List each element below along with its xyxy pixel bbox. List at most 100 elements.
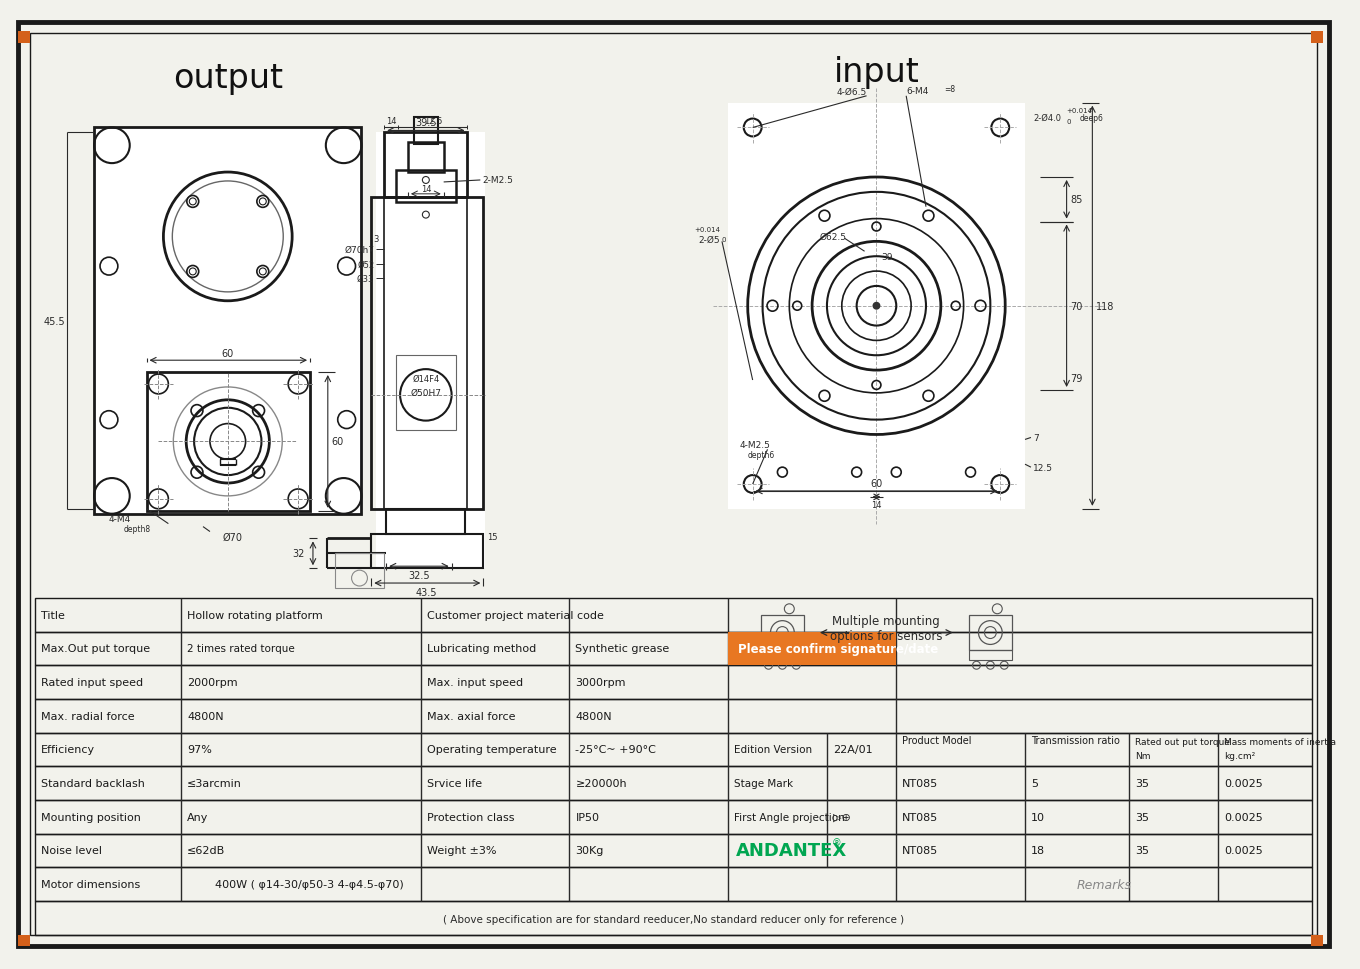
Text: 85: 85 [1070, 195, 1083, 204]
Text: Motor dimensions: Motor dimensions [41, 879, 140, 890]
Text: Max.Out put torque: Max.Out put torque [41, 643, 150, 654]
Text: 60: 60 [332, 437, 344, 447]
Text: 3000rpm: 3000rpm [575, 677, 626, 687]
Text: 22A/01: 22A/01 [832, 744, 873, 755]
Text: NT085: NT085 [902, 812, 938, 822]
Text: 14: 14 [386, 117, 396, 126]
Bar [335, 553, 385, 588]
Bar [760, 651, 804, 661]
Text: 4800N: 4800N [188, 711, 224, 721]
Text: 2-M2.5: 2-M2.5 [483, 176, 513, 185]
Bar [34, 632, 1312, 666]
Text: Ø70: Ø70 [223, 532, 242, 542]
Bar [371, 534, 483, 569]
Text: 43.5: 43.5 [415, 587, 437, 597]
Text: First Angle projection: First Angle projection [734, 812, 845, 822]
Text: Ø33: Ø33 [356, 274, 374, 283]
Text: Customer project material code: Customer project material code [427, 610, 604, 620]
Text: Ø50H7: Ø50H7 [411, 388, 442, 397]
Text: input: input [834, 55, 919, 88]
Text: 35: 35 [1136, 812, 1149, 822]
Text: 14: 14 [872, 501, 881, 510]
Text: depth8: depth8 [124, 524, 151, 534]
Bar [1311, 32, 1323, 45]
Text: +0.014: +0.014 [1066, 108, 1092, 113]
Text: Ø52: Ø52 [358, 261, 374, 269]
Text: NT085: NT085 [902, 778, 938, 788]
FancyBboxPatch shape [745, 437, 1008, 507]
Text: NT085: NT085 [902, 846, 938, 856]
Text: Product Model: Product Model [902, 735, 971, 745]
Bar [408, 143, 443, 172]
Bar [18, 935, 30, 947]
Bar [147, 373, 310, 512]
Text: ®: ® [832, 837, 842, 848]
Text: Operating temperature: Operating temperature [427, 744, 556, 755]
Bar [34, 901, 1312, 935]
Bar [377, 134, 486, 569]
FancyBboxPatch shape [713, 89, 1040, 524]
Text: 0: 0 [1066, 118, 1072, 124]
Text: 14: 14 [420, 185, 431, 194]
Text: 60: 60 [870, 479, 883, 488]
Text: 0.0025: 0.0025 [1224, 846, 1263, 856]
Text: Efficiency: Efficiency [41, 744, 95, 755]
Text: -25°C~ +90°C: -25°C~ +90°C [575, 744, 657, 755]
Text: ANDANTEX: ANDANTEX [736, 841, 847, 860]
Text: 12.5: 12.5 [423, 117, 442, 126]
Text: ≤62dB: ≤62dB [188, 846, 226, 856]
Bar [34, 766, 1312, 800]
Bar [968, 615, 1012, 651]
Text: 2000rpm: 2000rpm [188, 677, 238, 687]
Text: 2-Ø4.0: 2-Ø4.0 [1034, 114, 1061, 123]
Text: Rated out put torque: Rated out put torque [1136, 737, 1229, 746]
Text: 15: 15 [487, 532, 498, 542]
Bar [968, 651, 1012, 661]
Bar [34, 833, 1312, 867]
Bar [94, 128, 362, 515]
Text: 30Kg: 30Kg [575, 846, 604, 856]
Text: 35: 35 [1136, 778, 1149, 788]
Text: Weight ±3%: Weight ±3% [427, 846, 496, 856]
Bar [396, 356, 456, 430]
Text: 10: 10 [1031, 812, 1044, 822]
Text: Lubricating method: Lubricating method [427, 643, 536, 654]
Bar [728, 632, 896, 666]
Text: 118: 118 [1096, 301, 1115, 311]
Bar [18, 32, 30, 45]
Text: 0.0025: 0.0025 [1224, 778, 1263, 788]
Text: 3: 3 [373, 234, 378, 243]
Text: Max. input speed: Max. input speed [427, 677, 524, 687]
Text: +0.014: +0.014 [694, 228, 719, 234]
Bar [34, 800, 1312, 833]
Text: Title: Title [41, 610, 64, 620]
Text: Remarks: Remarks [1077, 878, 1132, 891]
Text: Nm: Nm [1136, 751, 1151, 760]
Text: 79: 79 [1070, 374, 1083, 384]
Text: 45.5: 45.5 [44, 316, 65, 327]
Text: depth6: depth6 [748, 451, 775, 459]
Text: 35: 35 [1136, 846, 1149, 856]
Text: IP50: IP50 [575, 812, 600, 822]
Text: Standard backlash: Standard backlash [41, 778, 144, 788]
Text: 4800N: 4800N [575, 711, 612, 721]
Text: Multiple mounting
options for sensors: Multiple mounting options for sensors [830, 614, 942, 641]
Bar [385, 134, 468, 198]
Text: =8: =8 [944, 85, 955, 94]
Bar [34, 666, 1312, 700]
Text: Rated input speed: Rated input speed [41, 677, 143, 687]
Text: 0: 0 [722, 237, 726, 243]
Text: 5: 5 [1031, 778, 1038, 788]
Text: 97%: 97% [188, 744, 212, 755]
Text: Max. axial force: Max. axial force [427, 711, 515, 721]
Text: 400W ( φ14-30/φ50-3 4-φ4.5-φ70): 400W ( φ14-30/φ50-3 4-φ4.5-φ70) [215, 879, 404, 890]
Text: 70: 70 [1070, 301, 1083, 311]
Text: kg.cm²: kg.cm² [1224, 751, 1255, 760]
Bar [34, 700, 1312, 733]
Text: 39.5: 39.5 [415, 117, 437, 127]
Text: Edition Version: Edition Version [734, 744, 812, 755]
Bar [413, 117, 438, 145]
Text: Ø14F4: Ø14F4 [412, 374, 439, 383]
Text: output: output [173, 62, 283, 95]
Text: 12.5: 12.5 [1034, 463, 1053, 472]
